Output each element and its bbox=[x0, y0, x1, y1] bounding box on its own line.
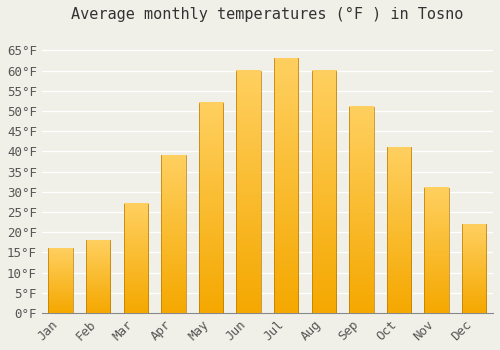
Title: Average monthly temperatures (°F ) in Tosno: Average monthly temperatures (°F ) in To… bbox=[71, 7, 464, 22]
